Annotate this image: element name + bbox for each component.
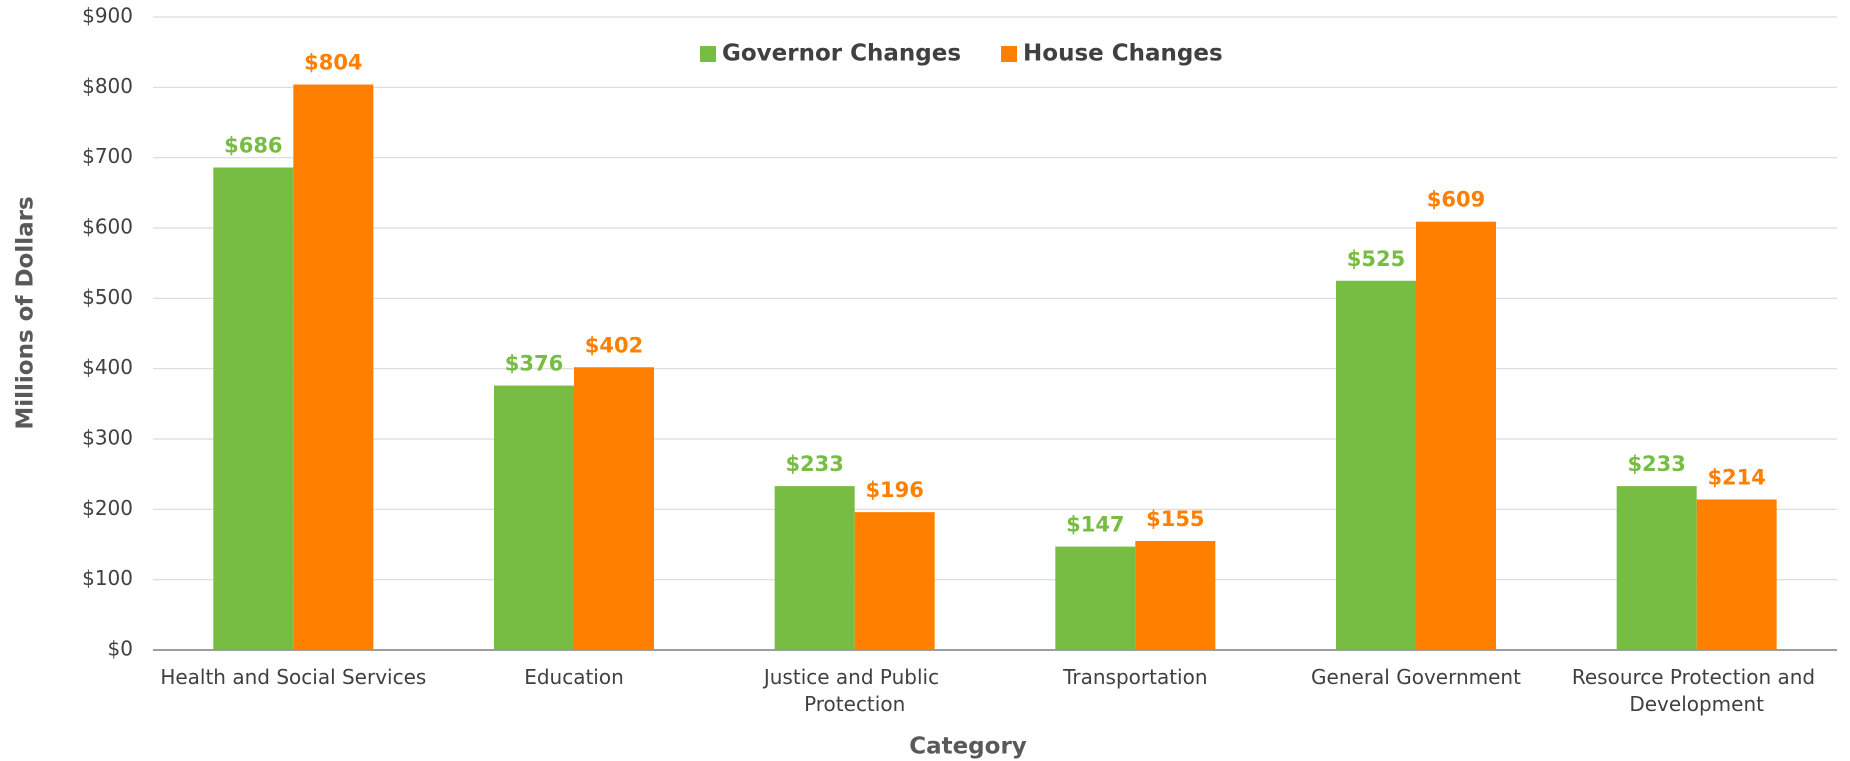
bar xyxy=(1696,499,1777,650)
bar xyxy=(1416,221,1496,651)
y-tick-label: $400 xyxy=(82,355,133,379)
value-label: $147 xyxy=(1066,513,1124,537)
y-tick-label: $200 xyxy=(82,496,133,520)
bar xyxy=(1055,546,1136,650)
y-tick-label: $700 xyxy=(82,144,133,168)
legend-label: House Changes xyxy=(1023,41,1223,67)
y-tick-label: $0 xyxy=(108,637,133,661)
x-tick-label: Education xyxy=(524,665,624,689)
bar xyxy=(1616,486,1697,650)
legend-swatch xyxy=(700,46,716,62)
bar xyxy=(1336,280,1416,650)
x-axis-title: Category xyxy=(909,734,1027,760)
value-label: $402 xyxy=(585,333,643,357)
value-label: $233 xyxy=(785,452,843,476)
value-label: $196 xyxy=(865,478,923,502)
bar xyxy=(1135,540,1216,650)
y-axis-title: Millions of Dollars xyxy=(13,196,39,429)
bar xyxy=(574,367,654,650)
value-label: $233 xyxy=(1627,452,1685,476)
value-label: $804 xyxy=(304,51,362,75)
x-tick-label: Justice and Public Protection xyxy=(762,665,946,716)
bar xyxy=(213,167,294,650)
x-tick-label: Transportation xyxy=(1062,665,1207,689)
x-tick-label: Resource Protection and Development xyxy=(1572,665,1822,716)
y-tick-label: $900 xyxy=(82,4,133,28)
value-label: $155 xyxy=(1146,507,1204,531)
value-label: $214 xyxy=(1707,465,1765,489)
y-tick-label: $600 xyxy=(82,215,133,239)
bar xyxy=(854,512,935,650)
y-tick-label: $300 xyxy=(82,426,133,450)
y-tick-label: $800 xyxy=(82,74,133,98)
value-label: $686 xyxy=(224,134,282,158)
y-tick-label: $500 xyxy=(82,285,133,309)
value-label: $525 xyxy=(1347,247,1405,271)
x-tick-label: Health and Social Services xyxy=(160,665,426,689)
value-label: $609 xyxy=(1427,188,1485,212)
legend-label: Governor Changes xyxy=(722,41,961,67)
x-tick-label: General Government xyxy=(1311,665,1521,689)
y-tick-label: $100 xyxy=(82,566,133,590)
bar xyxy=(494,385,574,650)
value-label: $376 xyxy=(505,352,563,376)
bar xyxy=(774,486,855,650)
legend-swatch xyxy=(1001,46,1018,62)
bar xyxy=(293,84,374,650)
